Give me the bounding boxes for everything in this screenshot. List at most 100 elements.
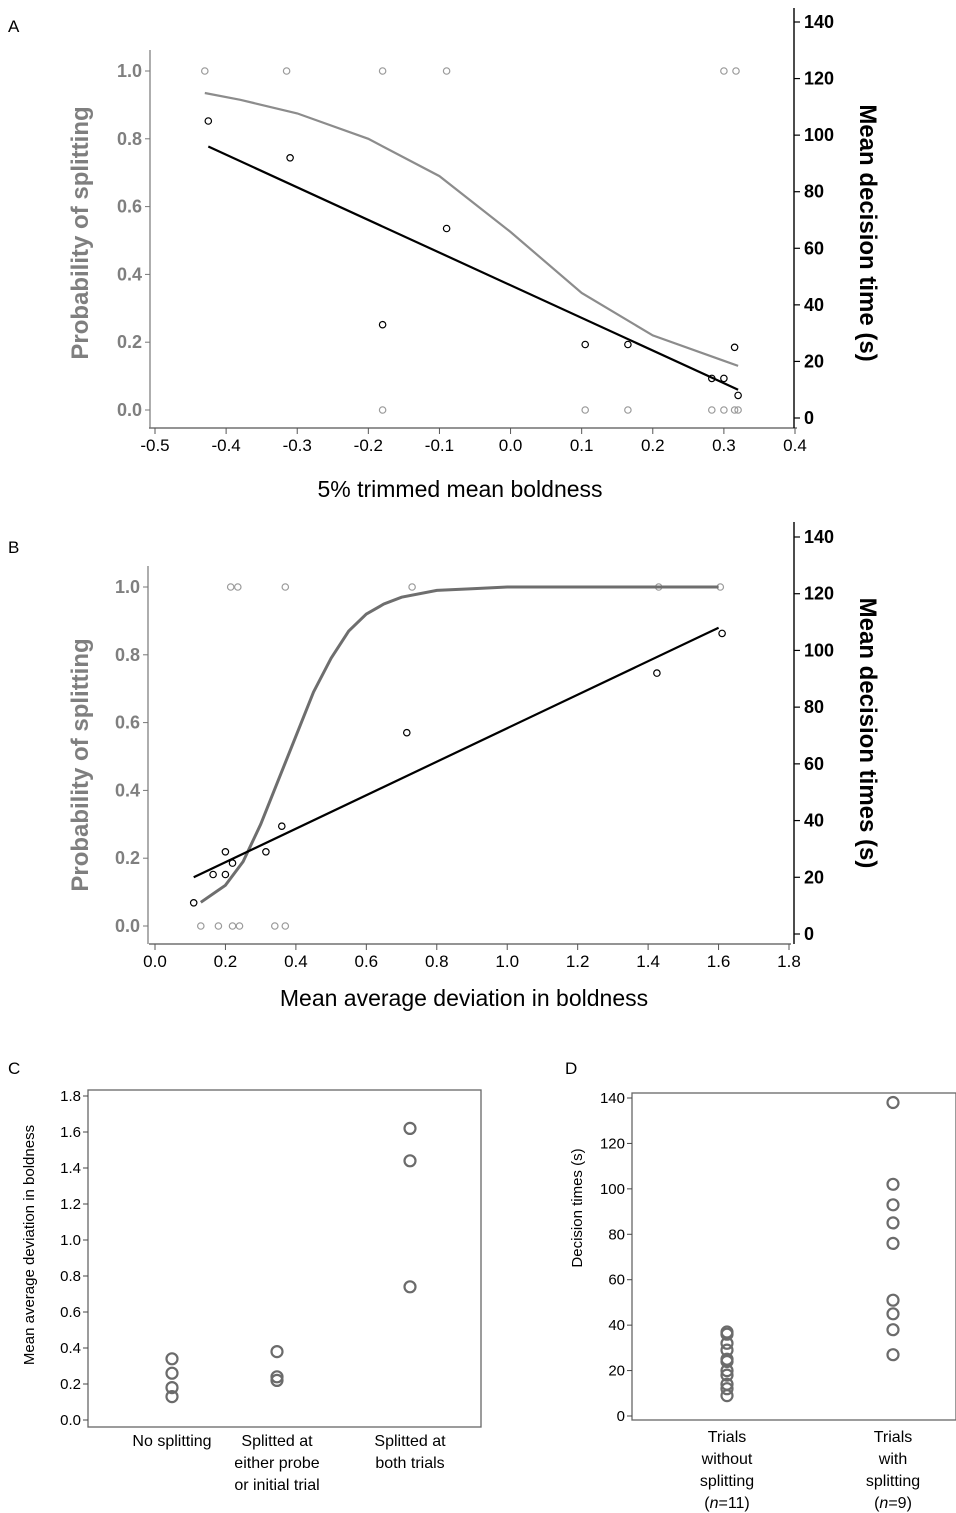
right-y-tick-label: 80: [804, 697, 824, 717]
category-label-line: or initial trial: [234, 1477, 319, 1494]
data-point: [886, 1323, 900, 1337]
decision-time-point: [277, 822, 286, 831]
split-outcome-point: [707, 406, 716, 414]
x-tick-label: -0.1: [425, 436, 454, 455]
right-y-tick-label: 120: [804, 584, 834, 604]
y-tick-label: 40: [608, 1317, 625, 1334]
x-tick-label: 1.8: [777, 952, 801, 971]
decision-time-point: [378, 320, 387, 329]
y-tick-label: 60: [608, 1272, 625, 1289]
split-outcome-point: [234, 583, 242, 591]
category-label-line: both trials: [375, 1455, 444, 1472]
data-point: [886, 1177, 900, 1191]
y-tick-label: 1.2: [60, 1196, 81, 1213]
decision-time-point: [734, 391, 742, 400]
decision-time-point: [730, 343, 739, 352]
panel-letter: A: [8, 17, 20, 36]
x-tick-label: -0.5: [140, 436, 169, 455]
decision-time-fit-line: [207, 145, 739, 391]
x-tick-label: -0.2: [354, 436, 383, 455]
category-label-line: (n=9): [874, 1495, 912, 1512]
y-axis-title: Mean average deviation in boldness: [21, 1125, 38, 1365]
y-tick-label: 80: [608, 1226, 625, 1243]
category-label-line: splitting: [866, 1473, 920, 1490]
split-outcome-point: [281, 922, 290, 930]
category-label-line: splitting: [700, 1473, 754, 1490]
right-y-tick-label: 60: [804, 754, 824, 774]
category-label-line: without: [701, 1451, 753, 1468]
right-y-tick-label: 40: [804, 295, 824, 315]
plot-frame: [87, 1089, 482, 1428]
decision-time-point: [653, 669, 661, 677]
x-tick-label: 1.2: [566, 952, 590, 971]
x-tick-label: 0.2: [214, 952, 238, 971]
split-outcome-point: [734, 406, 742, 414]
category-label-line: Trials: [708, 1429, 747, 1446]
left-y-tick-label: 0.2: [117, 332, 142, 352]
data-point: [165, 1380, 179, 1395]
x-tick-label: 1.4: [636, 952, 660, 971]
decision-time-point: [189, 898, 198, 907]
right-y-axis-title: Mean decision time (s): [854, 104, 881, 361]
left-y-tick-label: 0.8: [117, 129, 142, 149]
split-outcome-point: [281, 583, 290, 591]
category-label-line: with: [878, 1451, 907, 1468]
decision-time-point: [221, 870, 230, 879]
x-tick-label: 0.4: [783, 436, 807, 455]
decision-time-point: [221, 847, 230, 856]
panel-letter: D: [565, 1059, 577, 1078]
left-y-tick-label: 0.4: [117, 264, 142, 284]
panel-d: D 0 20 40 60 80 100 120 140 Decision times (s) Tri…: [565, 1059, 956, 1512]
x-tick-label: 0.0: [499, 436, 523, 455]
right-y-tick-label: 140: [804, 12, 834, 32]
x-tick-label: 0.8: [425, 952, 449, 971]
decision-time-point: [718, 629, 726, 638]
data-point: [720, 1377, 734, 1391]
data-point: [720, 1368, 734, 1382]
split-outcome-point: [214, 922, 223, 930]
left-y-axis-title: Probability of splitting: [67, 638, 94, 891]
right-y-tick-label: 60: [804, 238, 824, 258]
data-point: [886, 1216, 900, 1230]
data-point: [886, 1307, 900, 1321]
x-tick-label: 0.0: [143, 952, 167, 971]
y-tick-label: 1.8: [60, 1088, 81, 1105]
right-y-tick-label: 0: [804, 924, 814, 944]
x-tick-label: 0.4: [284, 952, 308, 971]
split-outcome-point: [408, 583, 416, 591]
right-y-tick-label: 40: [804, 811, 824, 831]
y-tick-label: 0.0: [60, 1412, 81, 1429]
right-y-tick-label: 140: [804, 527, 834, 547]
right-y-tick-label: 120: [804, 69, 834, 89]
split-outcome-point: [720, 406, 728, 414]
split-outcome-point: [270, 922, 279, 930]
split-outcome-point: [378, 406, 387, 414]
y-tick-label: 0: [617, 1408, 625, 1425]
left-y-tick-label: 0.0: [117, 400, 142, 420]
category-label-line: Splitted at: [241, 1433, 313, 1450]
split-outcome-point: [442, 67, 451, 75]
x-tick-label: 0.6: [355, 952, 379, 971]
split-outcome-point: [378, 67, 387, 75]
category-label-line: No splitting: [132, 1433, 211, 1450]
decision-time-point: [209, 870, 217, 879]
right-y-tick-label: 20: [804, 351, 824, 371]
split-outcome-point: [720, 67, 728, 75]
split-outcome-point: [201, 67, 209, 75]
data-point: [165, 1352, 179, 1366]
decision-time-point: [286, 154, 294, 162]
x-tick-label: 1.0: [495, 952, 519, 971]
data-point: [720, 1325, 734, 1339]
decision-time-point: [581, 340, 590, 349]
left-y-tick-label: 0.4: [115, 780, 140, 800]
data-point: [270, 1344, 284, 1359]
category-label-line: Splitted at: [374, 1433, 446, 1450]
data-point: [403, 1154, 417, 1168]
decision-time-point: [402, 728, 411, 737]
panel-letter: B: [8, 538, 19, 557]
panel-letter: C: [8, 1059, 20, 1078]
probability-fit-curve: [204, 91, 739, 367]
split-outcome-point: [235, 922, 244, 930]
y-tick-label: 20: [608, 1363, 625, 1380]
data-point: [886, 1236, 900, 1251]
